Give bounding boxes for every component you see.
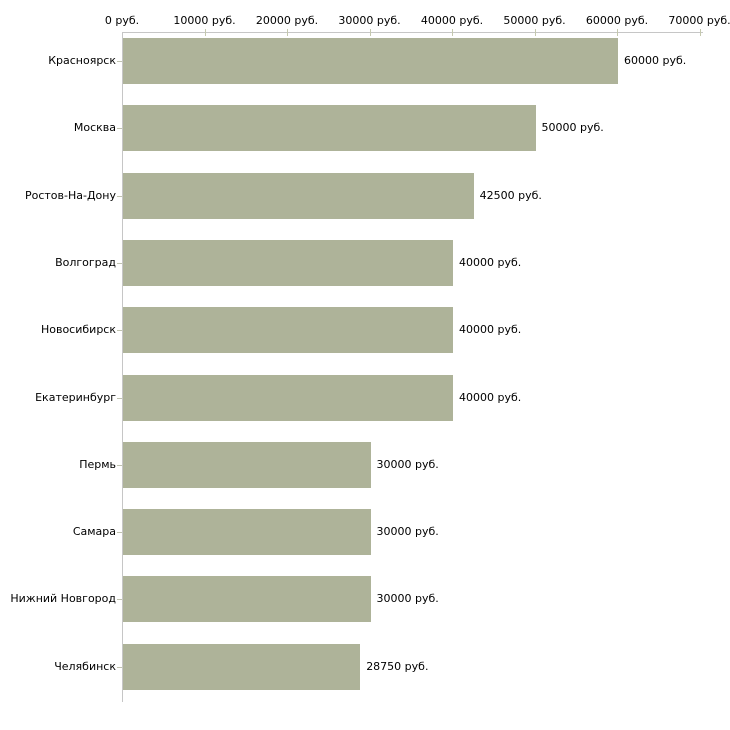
bar — [123, 509, 371, 556]
x-tick-label: 0 руб. — [104, 14, 140, 27]
x-tick-mark — [699, 29, 701, 36]
bar — [123, 38, 618, 84]
bar — [123, 643, 361, 690]
y-axis-line — [122, 32, 123, 702]
x-tick-mark — [204, 29, 206, 36]
x-tick-label: 10000 руб. — [173, 14, 236, 27]
category-label: Пермь — [79, 457, 116, 471]
category-label: Москва — [73, 121, 116, 135]
value-label: 28750 руб. — [366, 659, 429, 673]
category-label: Новосибирск — [40, 323, 116, 337]
category-tick-mark — [117, 398, 122, 399]
category-tick-mark — [117, 263, 122, 264]
value-label: 42500 руб. — [479, 188, 542, 202]
x-tick-label: 50000 руб. — [503, 14, 566, 27]
bar — [123, 441, 371, 488]
x-tick-mark — [369, 29, 371, 36]
x-tick-label: 20000 руб. — [255, 14, 319, 27]
x-tick-label: 70000 руб. — [668, 14, 730, 27]
category-tick-mark — [117, 599, 122, 600]
bar — [123, 374, 453, 421]
category-label: Ростов-На-Дону — [24, 188, 116, 202]
category-label: Нижний Новгород — [10, 592, 116, 606]
value-label: 30000 руб. — [376, 525, 439, 539]
x-tick-mark — [617, 29, 618, 36]
category-tick-mark — [117, 61, 122, 62]
x-axis-line — [122, 32, 703, 33]
value-label: 30000 руб. — [376, 592, 439, 606]
category-tick-mark — [117, 532, 122, 533]
category-label: Челябинск — [54, 659, 116, 673]
x-tick-label: 30000 руб. — [338, 14, 401, 27]
category-tick-mark — [117, 128, 122, 129]
bar — [123, 105, 536, 152]
value-label: 40000 руб. — [459, 255, 522, 269]
x-tick-label: 40000 руб. — [420, 14, 484, 27]
bar — [123, 172, 474, 219]
category-label: Красноярск — [48, 54, 116, 67]
x-tick-mark — [287, 29, 288, 36]
x-tick-label: 60000 руб. — [585, 14, 649, 27]
bar — [123, 307, 453, 354]
category-label: Волгоград — [55, 255, 116, 269]
x-tick-mark — [452, 29, 453, 36]
category-tick-mark — [117, 667, 122, 668]
value-label: 50000 руб. — [541, 121, 604, 135]
category-label: Екатеринбург — [35, 390, 116, 404]
value-label: 60000 руб. — [624, 54, 687, 67]
bar — [123, 239, 453, 286]
x-tick-mark — [534, 29, 536, 36]
value-label: 30000 руб. — [376, 457, 439, 471]
value-label: 40000 руб. — [459, 390, 522, 404]
category-label: Самара — [72, 525, 116, 539]
category-tick-mark — [117, 196, 122, 197]
category-tick-mark — [117, 330, 122, 331]
bar — [123, 576, 371, 623]
value-label: 40000 руб. — [459, 323, 522, 337]
category-tick-mark — [117, 465, 122, 466]
